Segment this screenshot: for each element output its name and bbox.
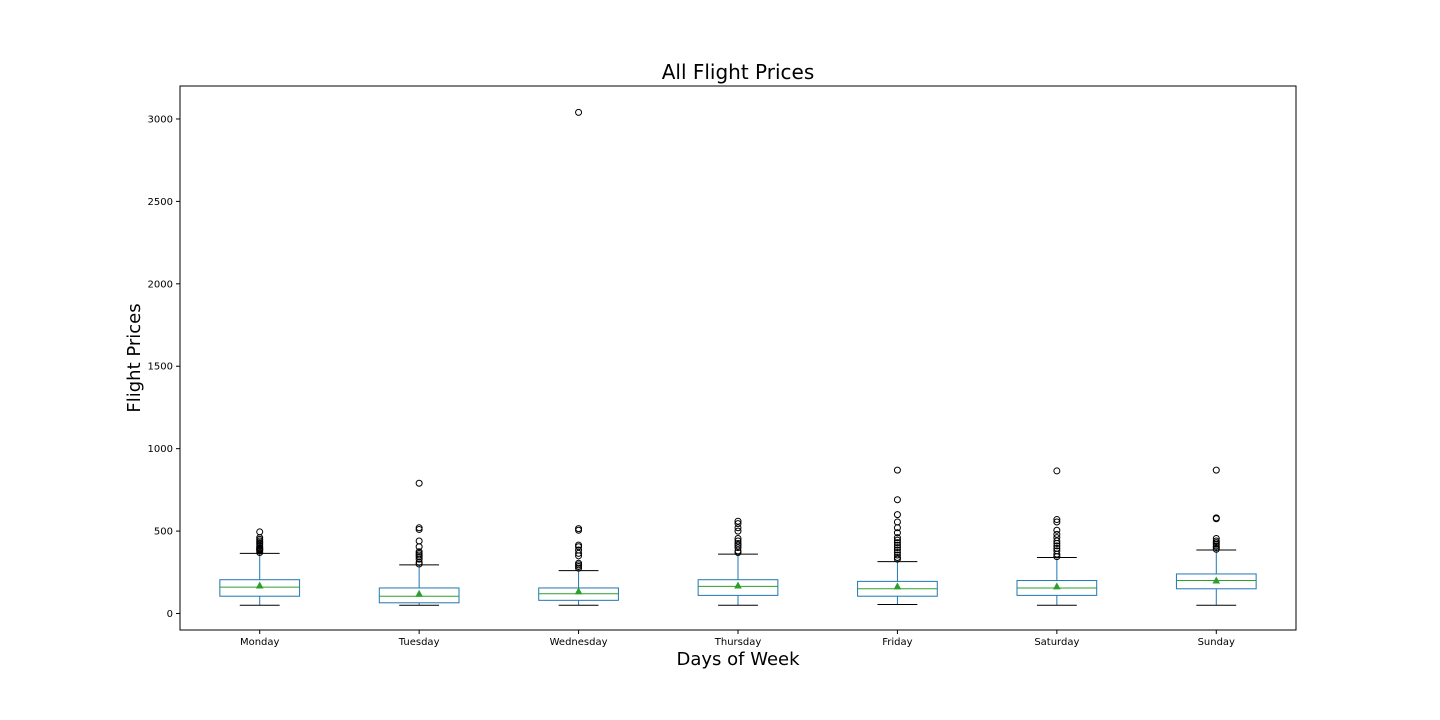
mean-marker [893,582,902,590]
outlier-point [893,529,901,537]
x-tick-label: Monday [240,637,280,648]
x-tick-label: Friday [882,637,912,648]
outlier-point [1053,518,1061,526]
box-iqr [219,579,301,597]
outlier-point [256,528,264,536]
x-tick-label: Sunday [1198,637,1235,648]
outlier-point [893,551,901,559]
outlier-point [734,539,742,547]
outlier-point [1053,534,1061,542]
mean-marker [1053,582,1061,590]
box-group [1175,466,1257,606]
outlier-point [893,539,901,547]
y-tick-label: 0 [167,609,173,620]
outlier-point [1053,530,1061,538]
outlier-point [1053,467,1061,475]
outlier-point [893,496,901,504]
y-tick-label: 2500 [148,197,173,208]
outlier-point [575,559,583,567]
outlier-point [415,479,423,487]
box-iqr [378,587,460,604]
outlier-point [575,549,583,557]
mean-marker [1212,576,1221,584]
x-axis-label: Days of Week [676,649,800,670]
outlier-point [1053,542,1061,550]
x-tick-label: Thursday [714,637,762,648]
outlier-point [893,546,901,554]
box-group [857,466,938,605]
box-iqr [697,579,779,596]
y-tick-label: 1000 [148,444,173,455]
outlier-point [1212,535,1220,543]
outlier-point [893,541,901,549]
outlier-point [893,553,901,561]
x-axis: Monday Tuesday Wednesday Thursday Friday Satu… [240,630,1235,648]
mean-marker [574,587,583,595]
outlier-point [1053,544,1061,552]
outlier-point [893,534,901,542]
outlier-point [734,520,742,528]
outlier-point [734,544,742,552]
y-tick-label: 2000 [148,279,173,290]
outlier-point [415,537,423,545]
mean-marker [255,581,264,589]
box-iqr [1175,573,1257,590]
outlier-point [575,525,583,533]
x-tick-label: Saturday [1034,637,1079,648]
outlier-point [1053,526,1061,534]
y-tick-label: 500 [154,527,173,538]
outlier-point [893,536,901,544]
y-tick-label: 3000 [148,114,173,125]
chart-title: All Flight Prices [662,60,815,84]
box-group [697,517,779,606]
mean-marker [415,589,423,597]
y-axis: 0 500 1000 1500 2000 2500 3000 [148,114,180,620]
box-group [378,479,460,606]
outlier-point [575,108,583,116]
outlier-point [1053,516,1061,524]
outlier-point [893,544,901,552]
outlier-point [893,518,901,526]
outlier-point [893,511,901,519]
boxes-layer [219,108,1257,606]
outlier-point [415,524,423,532]
box-group [538,108,619,606]
outlier-point [734,537,742,545]
mean-marker [734,581,742,589]
outlier-point [893,549,901,557]
outlier-point [1053,537,1061,545]
box-group [1016,467,1098,606]
outlier-point [575,541,583,549]
outlier-point [734,517,742,525]
outlier-point [734,524,742,532]
outlier-point [1212,537,1220,545]
outlier-point [1053,547,1061,555]
outlier-point [734,535,742,543]
y-tick-label: 1500 [148,362,173,373]
outlier-point [893,466,901,474]
outlier-point [415,548,423,556]
x-tick-label: Wednesday [550,637,608,648]
outlier-point [1212,466,1220,474]
x-tick-label: Tuesday [398,637,440,648]
outlier-point [575,546,583,554]
outlier-point [734,527,742,535]
y-axis-label: Flight Prices [124,303,145,412]
outlier-point [1212,514,1220,522]
box-group [219,528,301,606]
